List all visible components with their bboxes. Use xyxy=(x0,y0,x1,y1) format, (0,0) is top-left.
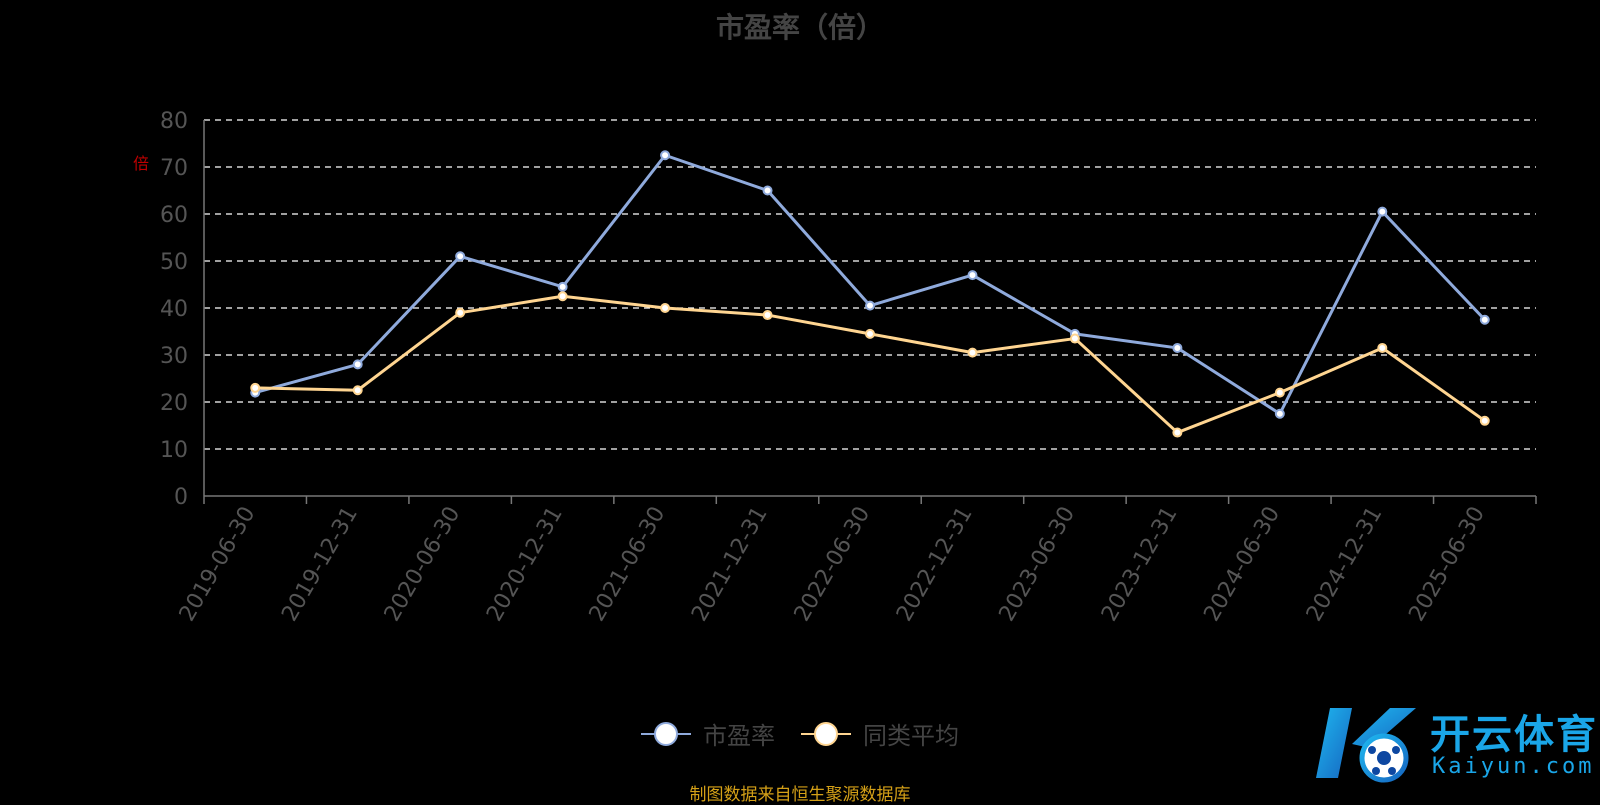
data-point-0-6 xyxy=(865,300,875,311)
x-tick-label: 2021-06-30 xyxy=(585,503,671,626)
legend-label-pe: 市盈率 xyxy=(703,722,775,750)
data-point-0-11 xyxy=(1377,206,1388,217)
data-point-1-2 xyxy=(455,307,466,318)
y-tick-label: 30 xyxy=(160,344,188,369)
x-tick-label: 2022-06-30 xyxy=(790,503,876,626)
data-point-0-3 xyxy=(557,281,568,292)
data-point-0-12 xyxy=(1479,314,1490,325)
kaiyun-k-icon xyxy=(1316,708,1416,783)
data-point-0-4 xyxy=(660,150,671,161)
data-point-0-9 xyxy=(1172,342,1183,353)
data-point-1-4 xyxy=(660,303,671,313)
x-tick-label: 2019-06-30 xyxy=(175,503,261,626)
x-tick-label: 2021-12-31 xyxy=(687,503,773,626)
data-point-1-0 xyxy=(250,382,261,393)
data-point-1-1 xyxy=(352,385,363,396)
x-tick-label: 2020-06-30 xyxy=(380,502,466,625)
y-tick-label: 0 xyxy=(174,485,188,510)
x-tick-label: 2022-12-31 xyxy=(892,503,978,626)
brand-logo: 开云体育 Kaiyun.com xyxy=(1312,700,1600,786)
data-point-1-8 xyxy=(1069,333,1080,344)
y-tick-label: 80 xyxy=(160,109,188,134)
legend-swatch-pe xyxy=(641,721,691,746)
data-point-0-5 xyxy=(762,185,773,196)
data-point-1-7 xyxy=(967,347,978,358)
data-point-0-7 xyxy=(967,270,978,281)
x-tick-label: 2020-12-31 xyxy=(482,503,568,626)
x-tick-label: 2024-12-31 xyxy=(1302,503,1388,626)
chart-title: 市盈率（倍） xyxy=(715,11,884,44)
y-tick-label: 10 xyxy=(160,438,188,463)
legend-swatch-peer-average xyxy=(801,721,851,746)
legend-label-peer-average: 同类平均 xyxy=(863,722,959,750)
data-point-0-1 xyxy=(352,359,363,370)
legend-item-peer-average[interactable]: 同类平均 xyxy=(801,716,959,751)
data-point-0-2 xyxy=(455,251,466,262)
data-point-1-5 xyxy=(762,310,773,321)
data-point-1-11 xyxy=(1377,342,1388,353)
data-point-1-12 xyxy=(1479,415,1490,426)
brand-domain: Kaiyun.com xyxy=(1432,754,1595,779)
y-tick-label: 50 xyxy=(160,250,188,275)
data-point-1-9 xyxy=(1172,427,1183,438)
legend-item-pe[interactable]: 市盈率 xyxy=(641,716,775,751)
x-tick-label: 2019-12-31 xyxy=(277,503,363,626)
data-point-0-10 xyxy=(1274,408,1285,419)
data-point-1-3 xyxy=(557,291,568,302)
y-axis-unit-mark: 倍 xyxy=(133,154,150,173)
y-tick-label: 70 xyxy=(160,156,188,181)
data-point-1-6 xyxy=(865,328,875,339)
series-line-1 xyxy=(255,294,1486,435)
x-tick-label: 2023-12-31 xyxy=(1097,503,1183,626)
y-tick-label: 60 xyxy=(160,203,188,228)
brand-name: 开云体育 xyxy=(1430,712,1598,758)
x-tick-label: 2024-06-30 xyxy=(1199,503,1285,626)
legend: 市盈率 同类平均 xyxy=(0,716,1600,751)
x-tick-label: 2023-06-30 xyxy=(995,503,1081,626)
y-tick-label: 40 xyxy=(160,297,188,322)
series-line-0 xyxy=(254,153,1486,416)
y-tick-label: 20 xyxy=(160,391,188,416)
x-tick-label: 2025-06-30 xyxy=(1404,503,1490,626)
data-point-1-10 xyxy=(1274,387,1285,398)
